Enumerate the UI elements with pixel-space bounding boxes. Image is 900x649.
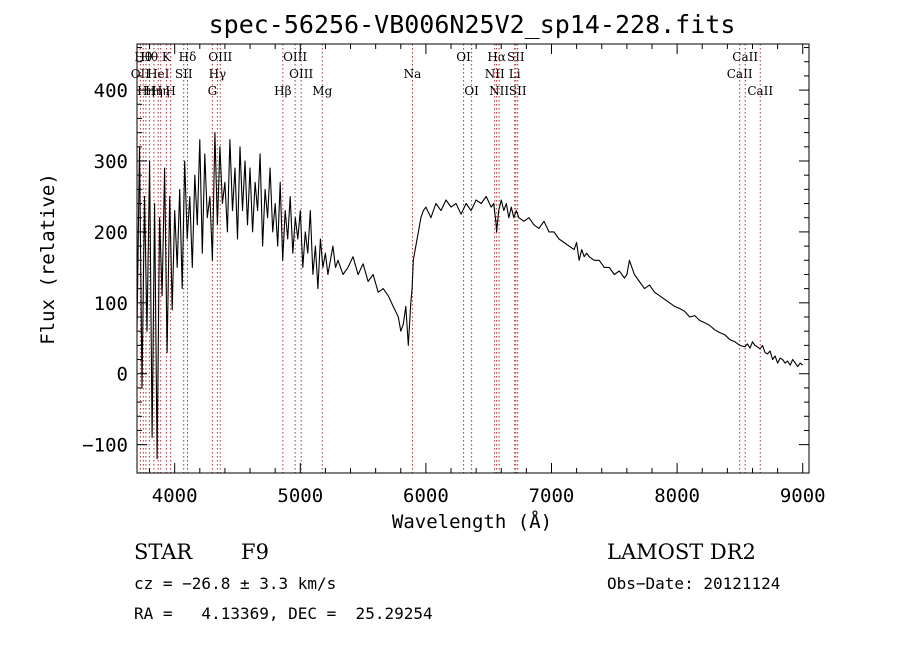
line-marker-label: CaII (732, 50, 758, 64)
line-marker-label: Li (509, 67, 521, 81)
line-marker-label: CaII (727, 67, 753, 81)
sky-coordinates: RA = 4.13369, DEC = 25.29254 (134, 604, 433, 623)
y-tick-label: 300 (94, 151, 128, 173)
line-marker-label: OIII (283, 50, 307, 64)
line-marker-label: CaII (747, 84, 773, 98)
line-marker-label: Hδ (179, 50, 197, 64)
x-tick-label: 4000 (152, 485, 198, 507)
line-marker-label: OIII (208, 50, 232, 64)
redshift-value: cz = −26.8 ± 3.3 km/s (134, 574, 337, 593)
line-marker-label: Mg (312, 84, 332, 98)
y-tick-label: 200 (94, 222, 128, 244)
line-marker-label: Hη (152, 84, 170, 98)
line-marker-label: NII (489, 84, 509, 98)
x-tick-label: 5000 (277, 485, 323, 507)
line-marker-label: SII (507, 50, 525, 64)
line-marker-label: Hθ (140, 50, 158, 64)
spectral-line-markers: OIIHθHηHθHηHeIHηKHSIIHδGHγOIIIHβOIIIOIII… (131, 44, 773, 473)
line-marker-label: HeI (147, 67, 170, 81)
line-marker-label: Hα (487, 50, 506, 64)
line-marker-label: G (208, 84, 218, 98)
line-marker-label: OIII (289, 67, 313, 81)
y-tick-label: 0 (117, 364, 128, 386)
x-tick-label: 6000 (403, 485, 449, 507)
y-axis-label: Flux (relative) (37, 173, 59, 345)
line-marker-label: Hθ (134, 50, 152, 64)
line-marker-label: Hβ (274, 84, 291, 98)
y-tick-label: 400 (94, 80, 128, 102)
x-axis-tick-labels: 4000 5000 6000 7000 8000 9000 (152, 485, 826, 507)
x-axis-label: Wavelength (Å) (392, 510, 552, 533)
spectrum-series-line (136, 132, 804, 460)
y-tick-label: 100 (94, 293, 128, 315)
line-marker-label: SII (175, 67, 193, 81)
y-tick-label: −100 (82, 435, 128, 457)
line-marker-label: NII (485, 67, 505, 81)
line-marker-label: Na (404, 67, 422, 81)
line-marker-label: H (165, 84, 175, 98)
line-marker-label: OI (464, 84, 479, 98)
object-subclass: F9 (241, 540, 269, 564)
observation-date: Obs−Date: 20121124 (607, 574, 781, 593)
axis-ticks (137, 44, 809, 473)
x-tick-label: 7000 (529, 485, 575, 507)
line-marker-label: SII (509, 84, 527, 98)
y-axis-tick-labels: −100 0 100 200 300 400 (82, 80, 128, 457)
line-marker-label: OI (456, 50, 471, 64)
survey-name: LAMOST DR2 (607, 540, 756, 564)
plot-frame (136, 43, 810, 474)
line-marker-label: Hη (145, 84, 163, 98)
x-tick-label: 8000 (654, 485, 700, 507)
x-tick-label: 9000 (780, 485, 826, 507)
object-class: STAR (134, 540, 193, 564)
line-marker-label: OII (131, 67, 151, 81)
line-marker-label: Hγ (209, 67, 227, 81)
chart-title: spec-56256-VB006N25V2_sp14-228.fits (209, 10, 736, 39)
line-marker-label: K (162, 50, 172, 64)
line-marker-label: Hη (137, 84, 155, 98)
